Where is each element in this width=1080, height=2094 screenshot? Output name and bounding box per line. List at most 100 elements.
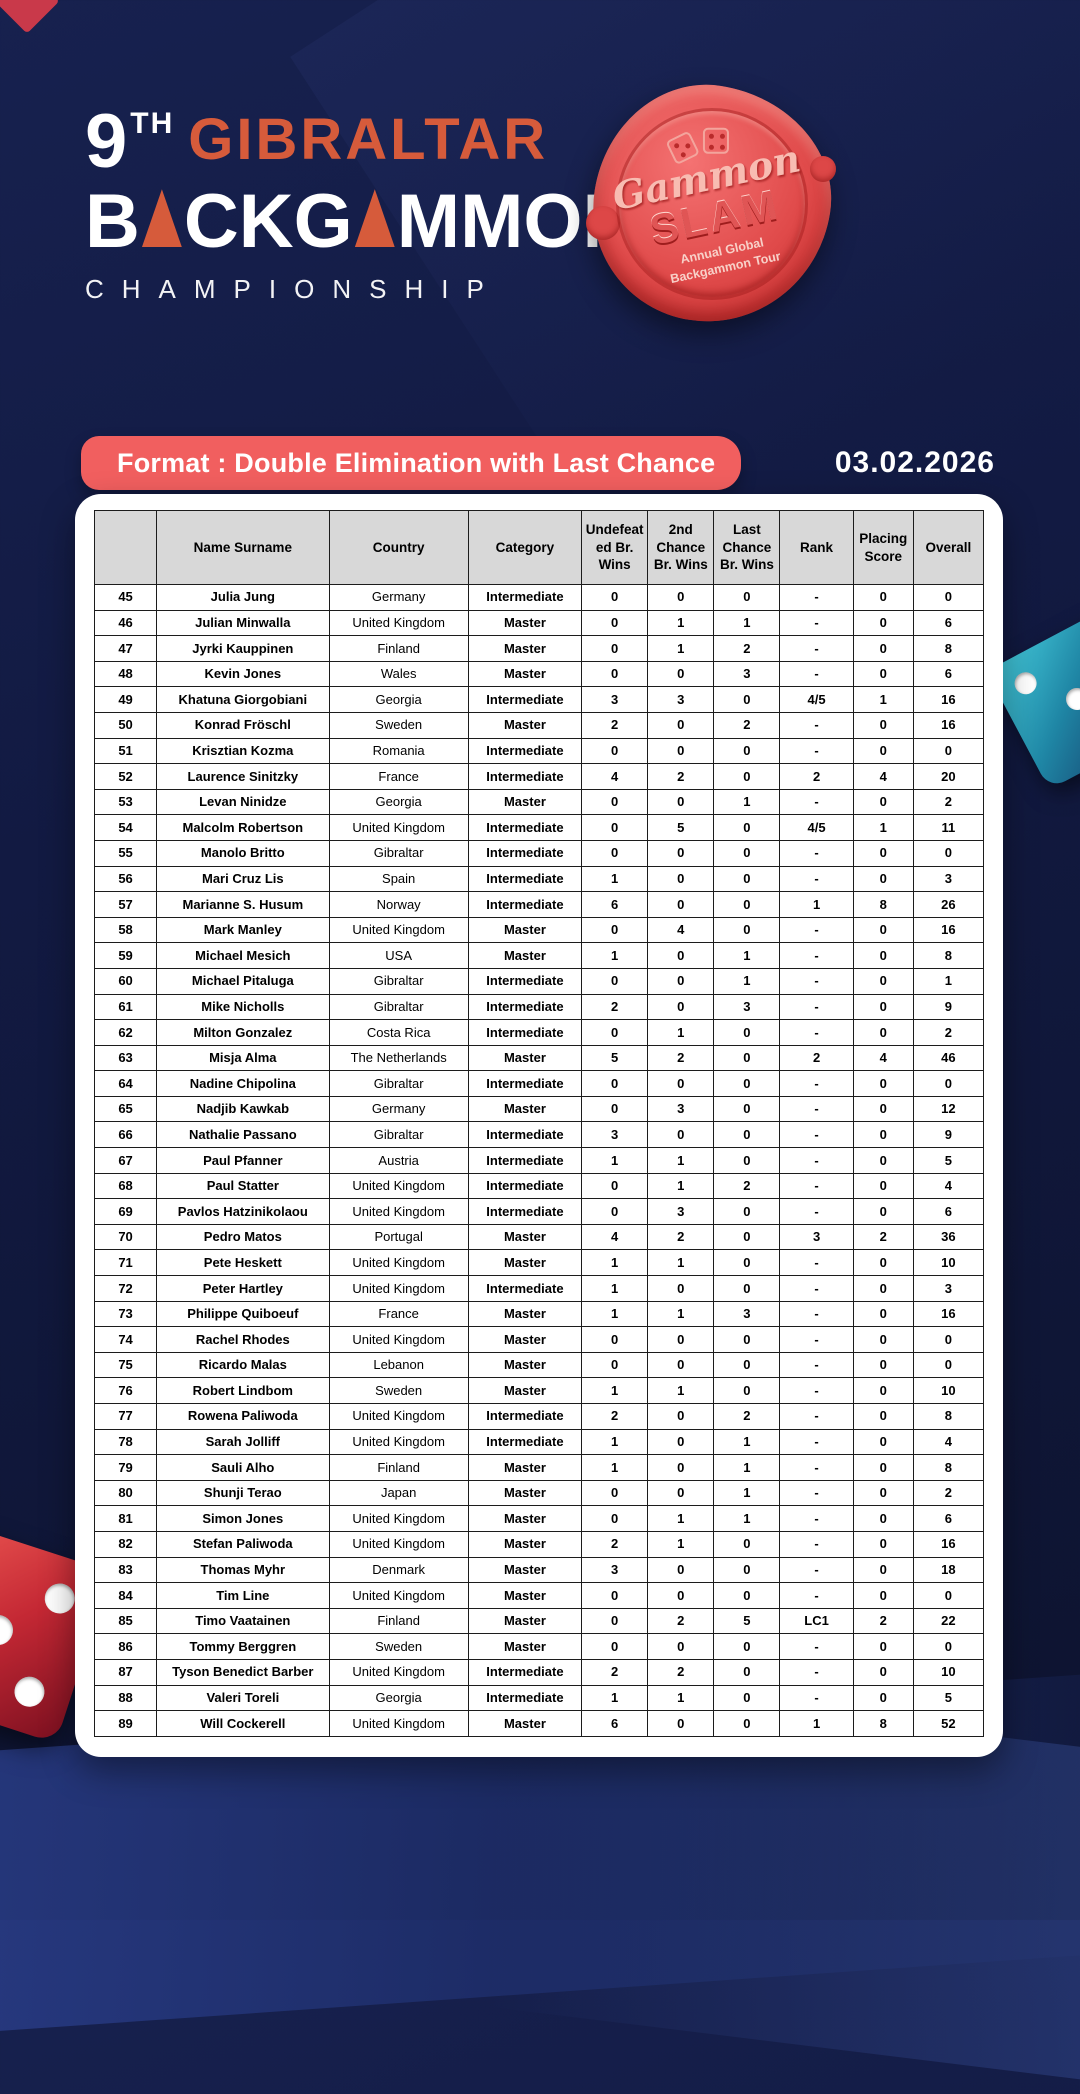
cell-country: United Kingdom (328, 1326, 469, 1353)
cell-category: Master (467, 1249, 583, 1277)
cell-overall: 9 (912, 1121, 985, 1149)
cell-country: Germany (328, 1095, 469, 1123)
cell-rank: - (779, 839, 854, 867)
cell-country: Spain (328, 865, 469, 893)
cell-overall: 0 (912, 1070, 985, 1097)
cell-second-chance-bracket-wins: 0 (647, 1633, 715, 1660)
cell-entry-number: 58 (93, 916, 158, 944)
cell-country: Costa Rica (328, 1019, 469, 1046)
cell-country: France (328, 763, 469, 790)
cell-country: United Kingdom (328, 814, 469, 841)
table-row: 74 Rachel Rhodes United Kingdom Master 0 0 0-0… (93, 1326, 985, 1353)
cell-placing-score: 2 (852, 1223, 914, 1251)
cell-last-chance-bracket-wins: 2 (713, 1172, 781, 1200)
cell-placing-score: 0 (852, 1351, 914, 1379)
triangle-a-icon (354, 189, 395, 248)
cell-last-chance-bracket-wins: 0 (713, 1684, 781, 1712)
cell-overall: 3 (912, 1275, 985, 1302)
cell-rank: - (779, 865, 854, 893)
cell-placing-score: 0 (852, 1479, 914, 1507)
table-row: 55 Manolo Britto Gibraltar Intermediate 0 0 0-… (93, 839, 985, 867)
cell-last-chance-bracket-wins: 1 (713, 967, 781, 995)
cell-category: Master (467, 1530, 583, 1558)
corner-ribbon (0, 0, 60, 34)
cell-placing-score: 0 (852, 1019, 914, 1046)
table-row: 59 Michael Mesich USA Master 1 0 1-0 8 (93, 942, 985, 969)
cell-rank: 4/5 (779, 814, 854, 841)
cell-overall: 4 (912, 1428, 985, 1456)
cell-category: Master (467, 1454, 583, 1481)
cell-placing-score: 0 (852, 788, 914, 816)
table-row: 75 Ricardo Malas Lebanon Master 0 0 0-0 0 (93, 1351, 985, 1379)
cell-entry-number: 61 (93, 993, 158, 1021)
cell-category: Master (467, 635, 583, 662)
cell-second-chance-bracket-wins: 2 (647, 1044, 715, 1072)
cell-overall: 6 (912, 1198, 985, 1225)
cell-overall: 22 (912, 1607, 985, 1635)
cell-overall: 5 (912, 1147, 985, 1174)
cell-name: Kevin Jones (156, 660, 330, 688)
cell-second-chance-bracket-wins: 0 (647, 711, 715, 739)
cell-overall: 2 (912, 788, 985, 816)
cell-name: Manolo Britto (156, 839, 330, 867)
cell-category: Intermediate (467, 1019, 583, 1046)
cell-second-chance-bracket-wins: 3 (647, 1095, 715, 1123)
cell-name: Laurence Sinitzky (156, 763, 330, 790)
cell-undefeated-bracket-wins: 0 (581, 1326, 649, 1353)
cell-placing-score: 4 (852, 1044, 914, 1072)
cell-rank: - (779, 1070, 854, 1097)
cell-name: Simon Jones (156, 1505, 330, 1532)
cell-last-chance-bracket-wins: 0 (713, 1070, 781, 1097)
cell-last-chance-bracket-wins: 3 (713, 993, 781, 1021)
cell-placing-score: 0 (852, 1428, 914, 1456)
cell-second-chance-bracket-wins: 2 (647, 1223, 715, 1251)
cell-category: Master (467, 1300, 583, 1328)
cell-last-chance-bracket-wins: 0 (713, 1198, 781, 1225)
cell-rank: - (779, 660, 854, 688)
table-row: 88 Valeri Toreli Georgia Intermediate 1 1 0-0 5 (93, 1684, 985, 1712)
cell-undefeated-bracket-wins: 0 (581, 737, 649, 765)
cell-overall: 8 (912, 635, 985, 662)
cell-name: Michael Mesich (156, 942, 330, 969)
cell-country: United Kingdom (328, 1658, 469, 1686)
cell-placing-score: 0 (852, 609, 914, 637)
cell-overall: 2 (912, 1019, 985, 1046)
cell-undefeated-bracket-wins: 0 (581, 1479, 649, 1507)
cell-country: Lebanon (328, 1351, 469, 1379)
cell-undefeated-bracket-wins: 3 (581, 686, 649, 713)
cell-country: Gibraltar (328, 967, 469, 995)
cell-last-chance-bracket-wins: 0 (713, 1147, 781, 1174)
cell-last-chance-bracket-wins: 1 (713, 788, 781, 816)
seal-content: Gammon SLAM Annual Global Backgammon Tou… (601, 93, 824, 316)
cell-entry-number: 70 (93, 1223, 158, 1251)
cell-rank: 4/5 (779, 686, 854, 713)
cell-overall: 10 (912, 1377, 985, 1404)
cell-overall: 8 (912, 1454, 985, 1481)
cell-overall: 10 (912, 1249, 985, 1277)
cell-undefeated-bracket-wins: 3 (581, 1121, 649, 1149)
cell-overall: 16 (912, 916, 985, 944)
cell-name: Tim Line (156, 1582, 330, 1609)
cell-undefeated-bracket-wins: 4 (581, 763, 649, 790)
cell-placing-score: 0 (852, 1326, 914, 1353)
cell-last-chance-bracket-wins: 0 (713, 1326, 781, 1353)
logo-segment: B (85, 179, 140, 265)
cell-last-chance-bracket-wins: 0 (713, 1582, 781, 1609)
cell-name: Philippe Quiboeuf (156, 1300, 330, 1328)
cell-name: Valeri Toreli (156, 1684, 330, 1712)
cell-name: Malcolm Robertson (156, 814, 330, 841)
cell-category: Master (467, 1505, 583, 1532)
cell-name: Mark Manley (156, 916, 330, 944)
dice-icon (702, 127, 729, 154)
cell-name: Timo Vaatainen (156, 1607, 330, 1635)
cell-name: Sauli Alho (156, 1454, 330, 1481)
cell-name: Rowena Paliwoda (156, 1403, 330, 1430)
cell-second-chance-bracket-wins: 0 (647, 1403, 715, 1430)
cell-undefeated-bracket-wins: 0 (581, 1019, 649, 1046)
cell-placing-score: 8 (852, 891, 914, 918)
cell-overall: 0 (912, 1582, 985, 1609)
cell-undefeated-bracket-wins: 6 (581, 891, 649, 918)
cell-rank: - (779, 711, 854, 739)
cell-category: Intermediate (467, 1658, 583, 1686)
cell-entry-number: 67 (93, 1147, 158, 1174)
